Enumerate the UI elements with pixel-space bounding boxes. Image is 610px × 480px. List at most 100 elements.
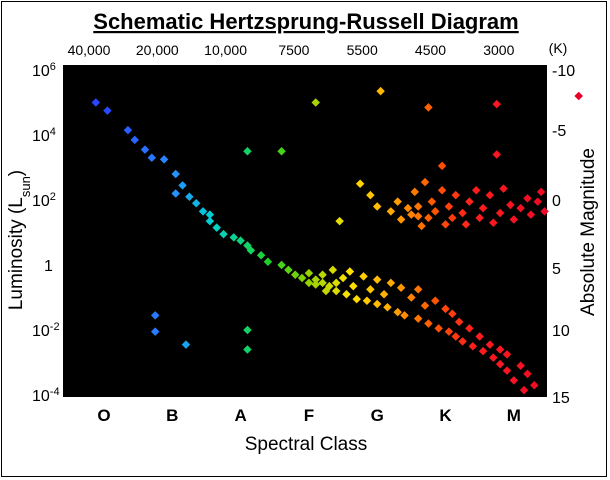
star-point: [352, 294, 361, 304]
star-point: [530, 381, 539, 390]
star-point: [444, 202, 454, 211]
star-point: [393, 307, 402, 317]
star-point: [366, 190, 375, 200]
spectral-class-label: F: [304, 406, 314, 425]
star-point: [191, 199, 201, 208]
luminosity-tick-label: 10-4: [32, 386, 60, 405]
star-point: [304, 278, 314, 288]
star-point: [185, 192, 194, 201]
star-point: [198, 207, 208, 216]
star-point: [386, 278, 396, 288]
star-point: [328, 265, 338, 275]
magnitude-tick-label: 10: [552, 323, 570, 340]
star-point: [509, 376, 519, 385]
star-point: [147, 153, 157, 162]
temperature-tick-label: 3000: [483, 42, 514, 58]
star-point: [489, 218, 498, 227]
star-point: [475, 332, 484, 341]
magnitude-tick-label: 15: [552, 390, 570, 407]
star-point: [413, 202, 423, 211]
magnitude-tick-label: 5: [552, 261, 561, 278]
temperature-tick-label: 20,000: [136, 42, 179, 58]
star-point: [297, 273, 307, 283]
star-point: [451, 190, 460, 200]
star-point: [181, 340, 191, 349]
star-point: [492, 99, 501, 109]
star-point: [256, 251, 266, 260]
spectral-class-label: A: [234, 406, 246, 425]
star-point: [437, 186, 447, 195]
star-point: [424, 319, 433, 328]
y2-axis-label: Absolute Magnitude: [578, 148, 599, 316]
star-point: [362, 296, 372, 305]
star-point: [407, 293, 416, 302]
star-point: [140, 145, 150, 154]
star-point: [355, 179, 365, 188]
star-point: [396, 215, 406, 224]
star-point: [424, 213, 433, 223]
star-point: [465, 197, 474, 206]
star-point: [478, 203, 488, 213]
luminosity-tick-label: 106: [32, 61, 56, 80]
star-point: [420, 301, 430, 310]
star-point: [123, 125, 133, 135]
star-point: [243, 147, 252, 156]
star-point: [366, 285, 375, 294]
star-point: [574, 91, 583, 101]
star-point: [485, 340, 495, 349]
luminosity-tick-label: 104: [32, 126, 56, 145]
star-point: [277, 147, 286, 156]
star-point: [290, 270, 300, 279]
star-point: [246, 246, 256, 255]
star-point: [159, 155, 169, 164]
star-point: [431, 207, 440, 216]
star-point: [461, 220, 471, 229]
star-point: [495, 359, 505, 369]
star-point: [338, 273, 348, 283]
star-point: [492, 150, 501, 159]
star-point: [212, 223, 221, 232]
star-point: [342, 290, 351, 299]
temperature-tick-label: 10,000: [204, 42, 247, 58]
star-point: [277, 260, 286, 270]
star-point: [372, 202, 382, 211]
star-point: [420, 177, 430, 187]
star-point: [451, 332, 460, 341]
luminosity-tick-label: 10-2: [32, 321, 60, 340]
star-point: [243, 345, 252, 354]
star-point: [331, 278, 341, 288]
star-point: [441, 304, 450, 314]
star-point: [91, 98, 101, 107]
star-point: [502, 366, 512, 375]
y-axis-label: Luminosity (Lsun): [6, 170, 33, 310]
star-point: [379, 290, 389, 299]
star-point: [243, 325, 252, 335]
star-point: [331, 286, 341, 296]
star-point: [359, 272, 368, 281]
star-point: [372, 299, 382, 309]
star-point: [489, 353, 498, 362]
star-point: [519, 385, 529, 395]
star-point: [335, 216, 344, 226]
star-point: [178, 181, 187, 190]
temperature-tick-label: 4500: [415, 42, 446, 58]
temperature-tick-label: 7500: [278, 42, 309, 58]
star-point: [393, 197, 402, 206]
star-point: [311, 275, 320, 284]
star-point: [495, 208, 505, 218]
star-points: [91, 86, 583, 395]
temperature-tick-label: 40,000: [68, 42, 111, 58]
star-point: [171, 189, 180, 198]
star-point: [448, 213, 457, 223]
star-point: [413, 212, 423, 221]
star-point: [386, 207, 396, 216]
luminosity-axis: 106 104 102 1 10-2 10-4: [32, 61, 60, 405]
star-point: [219, 229, 228, 239]
star-point: [284, 265, 293, 275]
star-point: [318, 270, 327, 279]
spectral-class-label: G: [371, 406, 384, 425]
star-point: [458, 208, 467, 218]
star-point: [263, 257, 273, 266]
